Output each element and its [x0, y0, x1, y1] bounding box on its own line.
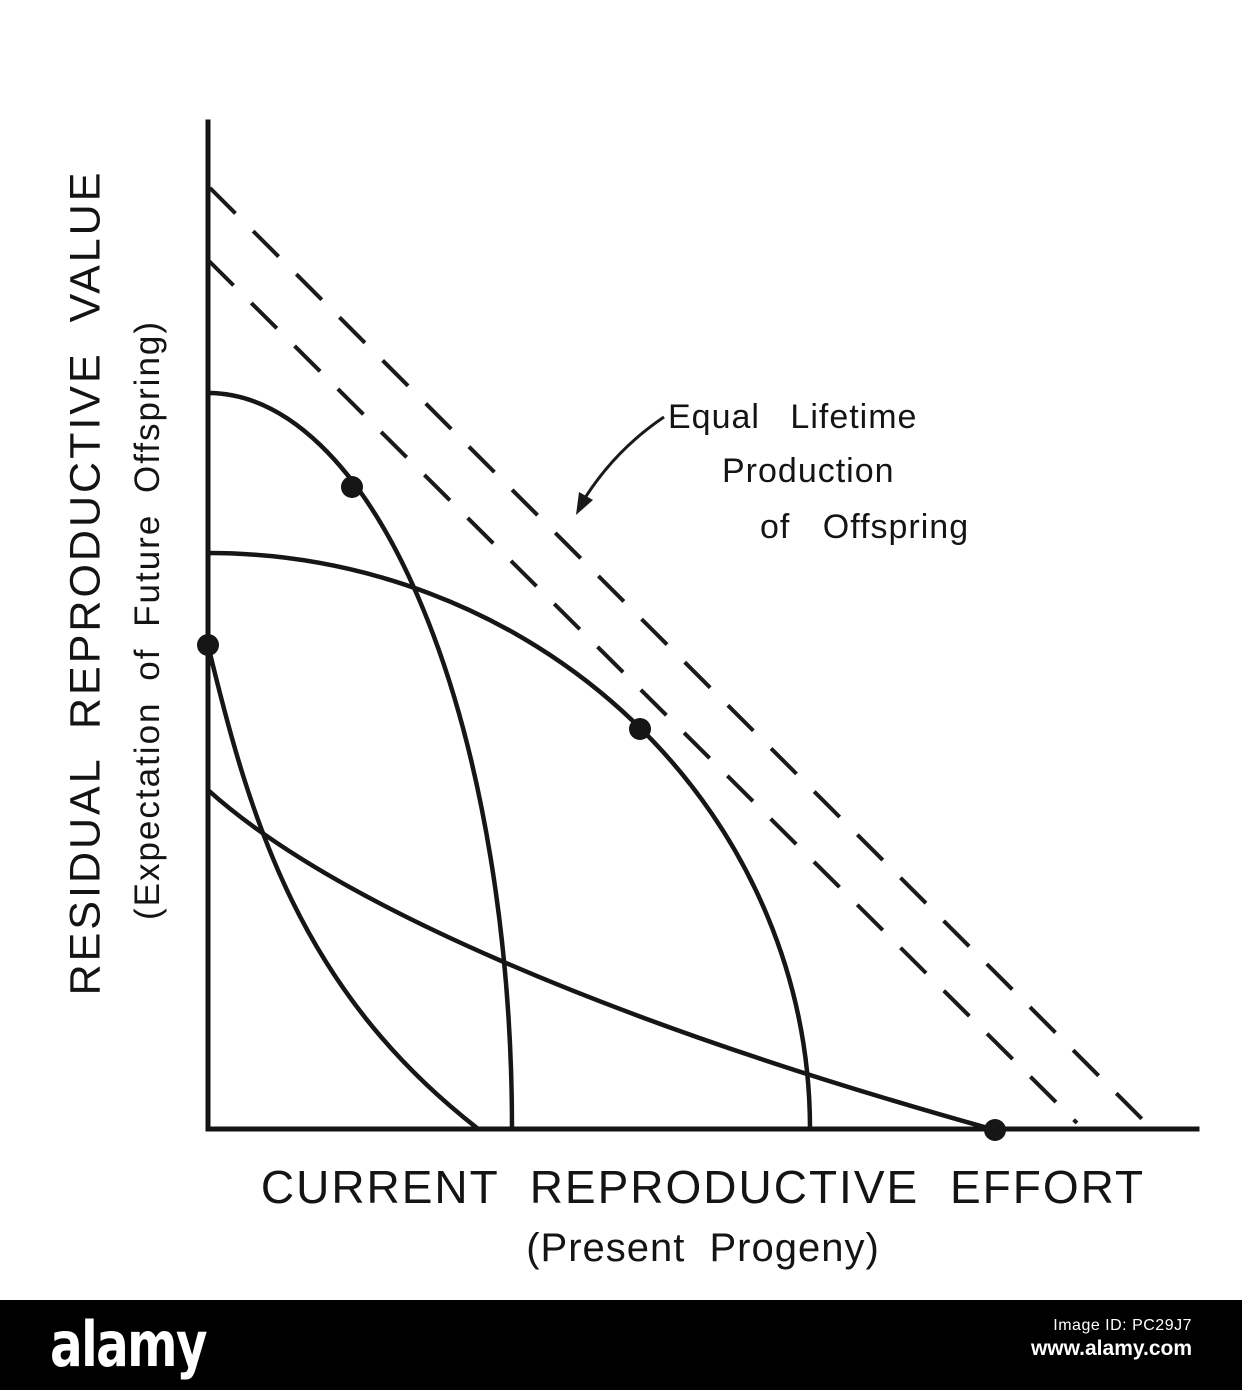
convex-fitness-curve-steep — [205, 642, 480, 1131]
figure-svg — [197, 119, 1200, 1141]
watermark-info: Image ID: PC29J7 www.alamy.com — [1031, 1316, 1192, 1362]
x-axis-label-block: CURRENT REPRODUCTIVE EFFORT (Present Pro… — [208, 1160, 1198, 1271]
equal-production-line-outer — [208, 186, 1152, 1129]
concave-fitness-curve-steep — [206, 390, 515, 1131]
watermark-bar: alamy Image ID: PC29J7 www.alamy.com — [0, 1300, 1242, 1390]
x-axis-subtitle: (Present Progeny) — [526, 1226, 880, 1270]
watermark-url: www.alamy.com — [1030, 1337, 1192, 1360]
optimum-dot — [197, 634, 219, 656]
optimum-dot — [341, 476, 363, 498]
annotation-arrowhead-icon — [576, 492, 593, 515]
y-axis-title: RESIDUAL REPRODUCTIVE VALUE — [61, 169, 110, 996]
watermark-image-id: Image ID: PC29J7 — [1053, 1317, 1192, 1334]
annotation-line-2: Production — [722, 452, 895, 490]
convex-fitness-curve-shallow — [205, 787, 998, 1133]
annotation-arrow-shaft — [578, 415, 665, 507]
axes-lines — [205, 119, 1200, 1132]
optimum-dot — [629, 718, 651, 740]
x-axis-title: CURRENT REPRODUCTIVE EFFORT — [260, 1161, 1146, 1213]
optimum-dot — [984, 1119, 1006, 1141]
equal-production-line-inner — [206, 258, 1079, 1125]
y-axis-subtitle: (Expectation of Future Offspring) — [128, 319, 167, 921]
annotation-line-1: Equal Lifetime — [668, 398, 918, 436]
annotation-line-3: of Offspring — [760, 508, 970, 546]
alamy-logo: alamy — [50, 1308, 208, 1381]
